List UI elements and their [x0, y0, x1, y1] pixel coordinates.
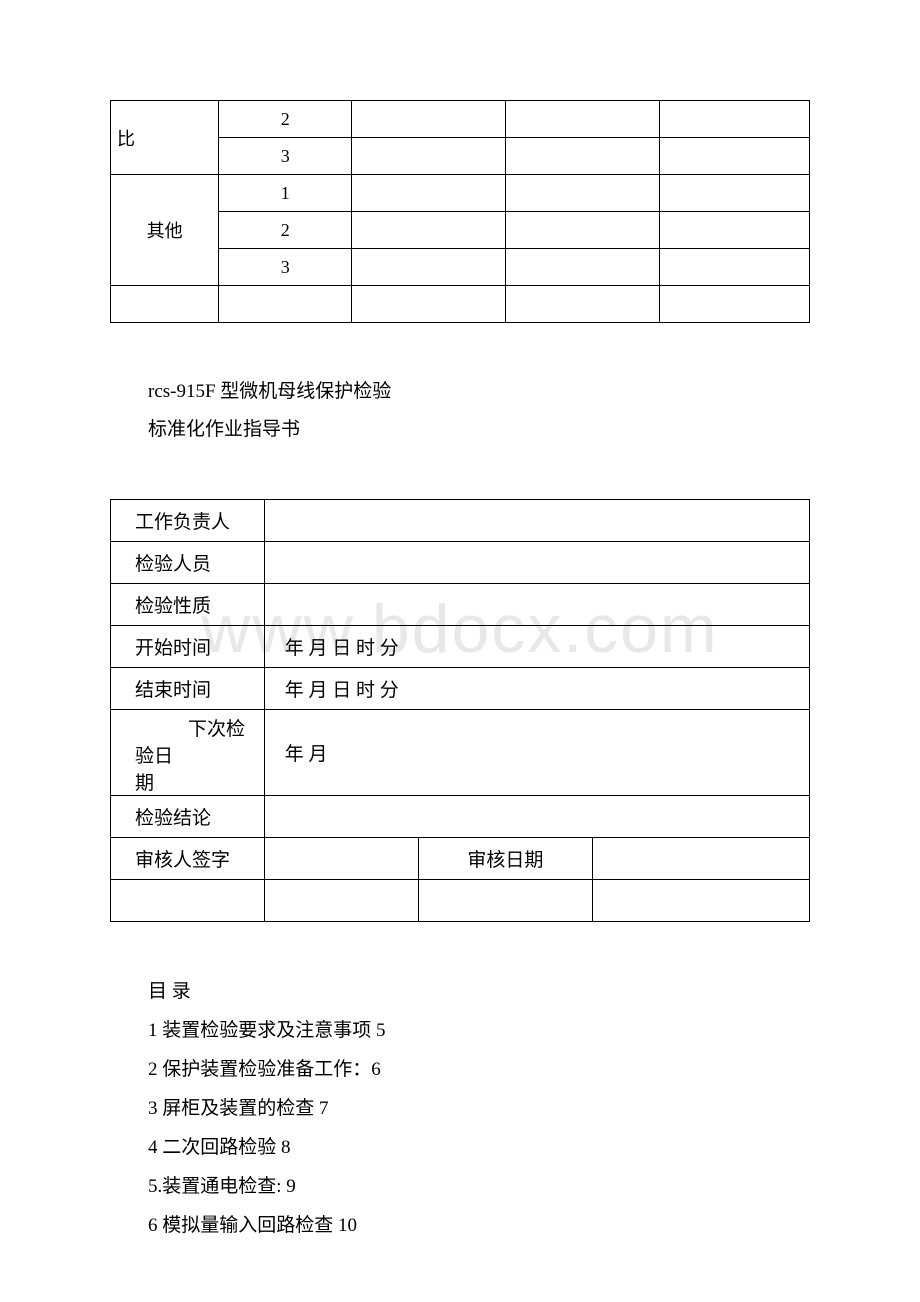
document-content: 比 2 3 其他 1 2 3	[110, 100, 810, 1245]
field-value	[264, 796, 809, 838]
inspection-info-table: 工作负责人 检验人员 检验性质 开始时间 年 月 日 时 分 结束时间 年 月 …	[110, 499, 810, 922]
cell	[659, 249, 809, 286]
table-row	[111, 286, 810, 323]
field-value	[264, 500, 809, 542]
field-value	[264, 584, 809, 626]
row-label: 比	[111, 101, 219, 175]
cell	[264, 838, 418, 880]
title-line: 标准化作业指导书	[110, 411, 810, 449]
field-label: 结束时间	[111, 668, 265, 710]
cell	[505, 175, 659, 212]
cell	[659, 286, 809, 323]
table-row	[111, 880, 810, 922]
toc-item: 2 保护装置检验准备工作：6	[110, 1050, 810, 1089]
table-row: 开始时间 年 月 日 时 分	[111, 626, 810, 668]
field-value: 年 月	[264, 710, 809, 796]
table-of-contents: 目 录 1 装置检验要求及注意事项 5 2 保护装置检验准备工作：6 3 屏柜及…	[110, 972, 810, 1245]
row-number: 2	[219, 101, 352, 138]
toc-item: 1 装置检验要求及注意事项 5	[110, 1011, 810, 1050]
table-row: 检验结论	[111, 796, 810, 838]
row-number: 3	[219, 138, 352, 175]
cell	[593, 838, 810, 880]
audit-signer-label: 审核人签字	[111, 838, 265, 880]
cell	[111, 880, 265, 922]
table-row: 结束时间 年 月 日 时 分	[111, 668, 810, 710]
cell	[219, 286, 352, 323]
table-row: 下次检验日期 年 月	[111, 710, 810, 796]
table-row: 检验性质	[111, 584, 810, 626]
cell	[505, 249, 659, 286]
toc-item: 4 二次回路检验 8	[110, 1128, 810, 1167]
toc-item: 5.装置通电检查: 9	[110, 1167, 810, 1206]
field-label: 检验结论	[111, 796, 265, 838]
cell	[659, 138, 809, 175]
field-label: 下次检验日期	[111, 710, 265, 796]
cell	[418, 880, 593, 922]
toc-title: 目 录	[110, 972, 810, 1011]
audit-date-label: 审核日期	[418, 838, 593, 880]
parameters-table: 比 2 3 其他 1 2 3	[110, 100, 810, 323]
cell	[352, 138, 506, 175]
title-line: rcs-915F 型微机母线保护检验	[110, 373, 810, 411]
field-value	[264, 542, 809, 584]
field-value: 年 月 日 时 分	[264, 668, 809, 710]
cell	[352, 101, 506, 138]
table-row: 检验人员	[111, 542, 810, 584]
cell	[352, 212, 506, 249]
row-number: 1	[219, 175, 352, 212]
field-label: 开始时间	[111, 626, 265, 668]
row-label: 其他	[111, 175, 219, 286]
toc-item: 3 屏柜及装置的检查 7	[110, 1089, 810, 1128]
cell	[505, 101, 659, 138]
field-label: 检验性质	[111, 584, 265, 626]
row-number: 3	[219, 249, 352, 286]
cell	[352, 175, 506, 212]
document-title-section: rcs-915F 型微机母线保护检验 标准化作业指导书	[110, 373, 810, 449]
cell	[505, 212, 659, 249]
table-row: 审核人签字 审核日期	[111, 838, 810, 880]
table-row: 比 2	[111, 101, 810, 138]
table-row: 工作负责人	[111, 500, 810, 542]
field-label: 检验人员	[111, 542, 265, 584]
table-row: 其他 1	[111, 175, 810, 212]
cell	[264, 880, 418, 922]
row-number: 2	[219, 212, 352, 249]
cell	[352, 286, 506, 323]
toc-item: 6 模拟量输入回路检查 10	[110, 1206, 810, 1245]
field-value: 年 月 日 时 分	[264, 626, 809, 668]
cell	[659, 212, 809, 249]
cell	[593, 880, 810, 922]
cell	[505, 286, 659, 323]
field-label: 工作负责人	[111, 500, 265, 542]
cell	[352, 249, 506, 286]
cell	[111, 286, 219, 323]
cell	[505, 138, 659, 175]
cell	[659, 175, 809, 212]
cell	[659, 101, 809, 138]
